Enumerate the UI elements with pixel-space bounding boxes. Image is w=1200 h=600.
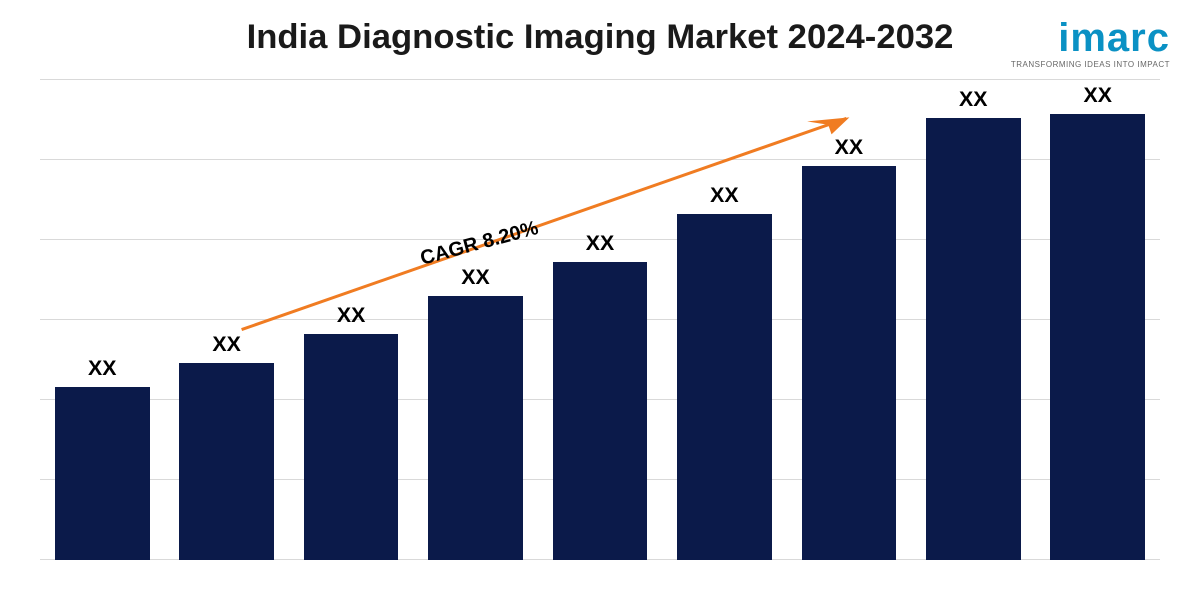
plot-area: XXXXXXXXXXXXXXXXXX CAGR 8.20% [40, 80, 1160, 560]
bar [677, 214, 772, 560]
bar-wrap: XX [413, 80, 537, 560]
bar-value-label: XX [835, 135, 863, 160]
bar-wrap: XX [662, 80, 786, 560]
bar [179, 363, 274, 560]
bar-wrap: XX [911, 80, 1035, 560]
chart-canvas: India Diagnostic Imaging Market 2024-203… [0, 0, 1200, 600]
bar-value-label: XX [959, 87, 987, 112]
bar-wrap: XX [1036, 80, 1160, 560]
bar-wrap: XX [164, 80, 288, 560]
bar-wrap: XX [538, 80, 662, 560]
bar-value-label: XX [1083, 83, 1111, 108]
bar-value-label: XX [337, 303, 365, 328]
bar-value-label: XX [710, 183, 738, 208]
bar [926, 118, 1021, 560]
bar-value-label: XX [586, 231, 614, 256]
logo-tagline: TRANSFORMING IDEAS INTO IMPACT [1011, 60, 1170, 69]
bars-container: XX XX XX XX XX XX XX XX XX [40, 80, 1160, 560]
bar-value-label: XX [212, 332, 240, 357]
bar [802, 166, 897, 560]
bar [304, 334, 399, 560]
bar-wrap: XX [787, 80, 911, 560]
bar [1050, 114, 1145, 560]
bar [553, 262, 648, 560]
bar-wrap: XX [40, 80, 164, 560]
brand-logo: imarc TRANSFORMING IDEAS INTO IMPACT [1011, 18, 1170, 69]
bar [55, 387, 150, 560]
bar-wrap: XX [289, 80, 413, 560]
bar-value-label: XX [88, 356, 116, 381]
bar [428, 296, 523, 560]
bar-value-label: XX [461, 265, 489, 290]
logo-text: imarc [1011, 18, 1170, 58]
